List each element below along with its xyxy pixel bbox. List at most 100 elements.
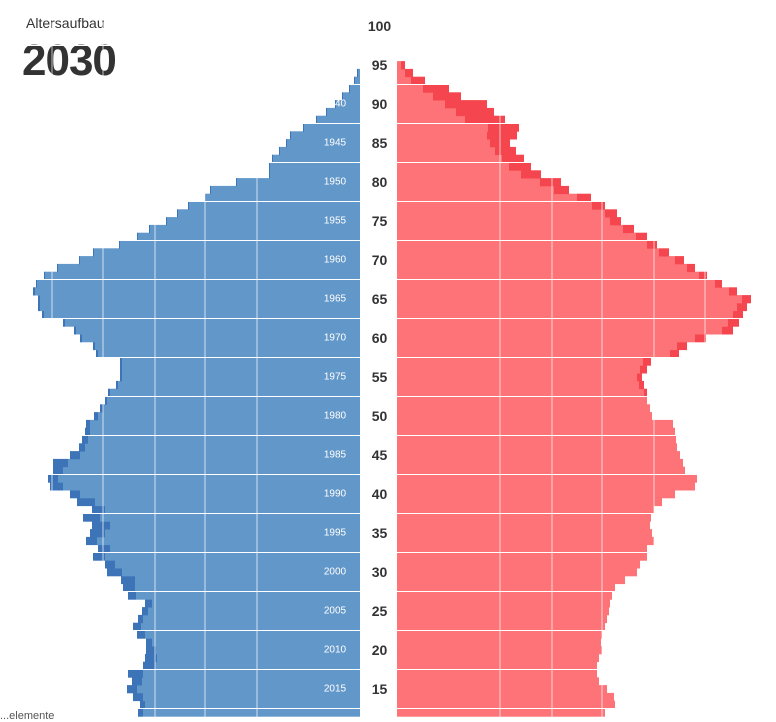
female-surplus-bar	[715, 279, 722, 288]
age-tick-label: 80	[372, 174, 388, 190]
male-bar	[76, 326, 360, 335]
birth-year-labels: 1940 1945 1950 1955 1960 1965 1970 1975 1980 1985…	[324, 99, 347, 695]
age-tick-label: 35	[372, 525, 388, 541]
female-surplus-bar	[592, 201, 605, 210]
male-surplus-bar	[188, 201, 189, 210]
age-tick-label: 95	[372, 57, 388, 73]
male-bar	[95, 497, 360, 507]
female-bar	[397, 388, 644, 397]
female-bar	[397, 677, 599, 686]
male-bar	[58, 263, 360, 273]
chart-year: 2030	[22, 36, 117, 85]
male-surplus-bar	[96, 349, 98, 358]
female-surplus-bar	[509, 162, 531, 171]
male-bar	[141, 622, 360, 631]
female-bar	[397, 295, 742, 304]
male-bar	[178, 209, 360, 218]
male-surplus-bar	[349, 84, 350, 93]
male-bar	[152, 599, 360, 608]
female-surplus-bar	[687, 263, 695, 273]
female-bar	[397, 139, 490, 148]
male-surplus-bar	[137, 630, 145, 639]
male-bar	[143, 669, 360, 678]
female-surplus-bar	[488, 123, 519, 132]
male-bar	[350, 84, 360, 93]
male-bar	[90, 427, 360, 436]
age-tick-label: 40	[372, 486, 388, 502]
female-bar	[397, 107, 456, 117]
male-surplus-bar	[138, 708, 143, 717]
male-surplus-bar	[145, 599, 152, 608]
female-surplus-bar	[502, 154, 524, 163]
male-surplus-bar	[123, 583, 135, 592]
male-bar	[122, 365, 360, 374]
male-surplus-bar	[93, 248, 94, 257]
male-bar	[105, 505, 360, 514]
birth-year-label: 2000	[324, 567, 347, 578]
male-surplus-bar	[357, 68, 358, 78]
male-surplus-bar	[36, 279, 37, 288]
male-surplus-bar	[74, 326, 76, 335]
male-surplus-bar	[146, 646, 156, 655]
age-tick-label: 15	[372, 681, 388, 697]
female-surplus-bar	[405, 68, 413, 78]
female-surplus-bar	[411, 76, 425, 85]
female-bar	[397, 326, 722, 335]
female-bar	[397, 692, 614, 702]
male-surplus-bar	[83, 513, 100, 522]
female-bar	[397, 583, 615, 592]
male-surplus-bar	[90, 529, 105, 538]
male-surplus-bar	[145, 653, 157, 663]
male-surplus-bar	[137, 232, 138, 241]
male-surplus-bar	[107, 568, 122, 577]
age-tick-label: 45	[372, 447, 388, 463]
male-bar	[94, 248, 360, 257]
female-bar	[397, 170, 521, 179]
male-surplus-bar	[79, 443, 85, 452]
male-surplus-bar	[80, 334, 82, 343]
female-bar	[397, 365, 640, 374]
male-surplus-bar	[108, 388, 110, 397]
male-bar	[110, 544, 360, 553]
female-bar	[397, 614, 607, 624]
female-surplus-bar	[637, 373, 642, 382]
female-surplus-bar	[623, 224, 634, 234]
male-surplus-bar	[286, 139, 287, 148]
male-surplus-bar	[342, 92, 343, 101]
female-bar	[397, 287, 729, 296]
female-bar	[397, 513, 651, 522]
female-bar	[397, 685, 607, 694]
male-surplus-bar	[98, 544, 110, 553]
male-bar	[40, 295, 360, 304]
male-surplus-bar	[210, 185, 211, 195]
male-bar	[135, 575, 360, 585]
female-bar	[397, 404, 650, 413]
male-bar	[68, 458, 360, 468]
male-bar	[142, 677, 360, 686]
female-bar	[397, 529, 652, 538]
male-surplus-bar	[272, 154, 273, 163]
female-bar	[397, 232, 636, 241]
female-bar	[397, 708, 605, 717]
male-bar	[122, 568, 360, 577]
male-bar	[145, 700, 360, 709]
female-bar	[397, 115, 465, 124]
female-surplus-bar	[456, 107, 494, 117]
birth-year-label: 1995	[324, 528, 347, 539]
male-bar	[85, 443, 360, 452]
birth-year-label: 1965	[324, 294, 347, 305]
male-surplus-bar	[133, 622, 141, 631]
birth-year-label: 1960	[324, 255, 347, 266]
male-bar	[63, 482, 360, 491]
age-tick-label: 20	[372, 642, 388, 658]
age-tick-label: 85	[372, 135, 388, 151]
female-surplus-bar	[670, 349, 679, 358]
male-bar	[150, 224, 360, 234]
male-bar	[82, 334, 360, 343]
female-bar	[397, 224, 623, 234]
female-surplus-bar	[675, 256, 684, 265]
male-bar	[270, 170, 360, 179]
female-surplus-bar	[495, 146, 516, 156]
male-surplus-bar	[177, 209, 178, 218]
